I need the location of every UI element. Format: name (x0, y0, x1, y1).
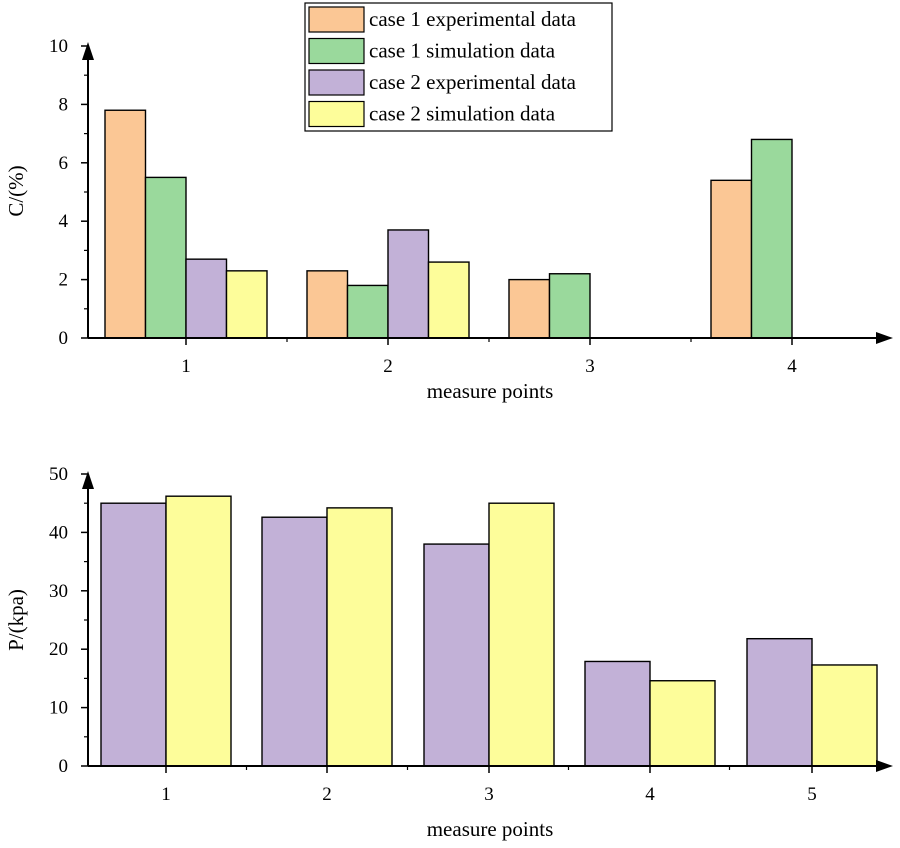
bottom-bar (423, 543, 490, 767)
bottom-y-tick-label: 30 (49, 581, 68, 602)
bottom-x-tick-label: 1 (161, 784, 171, 805)
top-bar (387, 229, 430, 339)
bottom-bars (100, 495, 878, 767)
top-y-tick-label: 8 (59, 94, 69, 115)
top-bar (427, 261, 470, 339)
top-bar (548, 273, 591, 339)
bottom-y-tick-label: 10 (49, 698, 68, 719)
bottom-bar (165, 495, 232, 767)
bottom-y-axis-arrow (82, 471, 94, 489)
bottom-bar (746, 637, 813, 767)
legend: case 1 experimental data case 1 simulatio… (304, 2, 613, 132)
top-x-tick-label: 2 (383, 356, 393, 377)
top-y-tick-label: 0 (59, 328, 69, 349)
bottom-y-tick-label: 40 (49, 522, 68, 543)
top-x-tick-label: 3 (585, 356, 595, 377)
bottom-bar (326, 507, 393, 767)
top-y-tick-label: 4 (59, 211, 69, 232)
bottom-x-tick-label: 2 (322, 784, 332, 805)
bottom-y-tick-label: 20 (49, 639, 68, 660)
bottom-y-tick-label: 0 (59, 756, 69, 777)
bottom-x-axis-label: measure points (427, 817, 554, 841)
legend-label: case 1 simulation data (369, 39, 556, 63)
bottom-chart: 0 10 20 30 40 50 1 2 3 4 5 P/(kpa) measure points (4, 464, 893, 841)
bottom-y-axis-label: P/(kpa) (4, 589, 28, 651)
top-bar (144, 176, 187, 339)
top-bar (508, 278, 551, 339)
top-x-tick-label: 1 (181, 356, 191, 377)
legend-label: case 2 experimental data (369, 70, 577, 94)
top-bar (710, 179, 753, 339)
bottom-ticks: 0 10 20 30 40 50 1 2 3 4 5 (49, 464, 817, 805)
top-bar (346, 284, 389, 339)
legend-swatch (308, 69, 365, 96)
top-x-tick-label: 4 (787, 356, 797, 377)
bottom-x-tick-label: 4 (645, 784, 655, 805)
bottom-y-tick-label: 50 (49, 464, 68, 485)
top-y-tick-label: 6 (59, 153, 69, 174)
bottom-x-axis-arrow (876, 760, 893, 772)
legend-label: case 2 simulation data (369, 102, 556, 126)
top-bars (104, 109, 793, 339)
bottom-bar (488, 502, 555, 767)
bottom-x-tick-label: 3 (484, 784, 494, 805)
top-bar (306, 270, 349, 339)
top-y-tick-label: 10 (49, 36, 68, 57)
top-bar (185, 258, 228, 339)
bottom-bar (261, 516, 328, 767)
bottom-x-tick-label: 5 (807, 784, 817, 805)
top-y-tick-label: 2 (59, 270, 69, 291)
top-y-axis-label: C/(%) (4, 165, 28, 216)
legend-swatch (308, 100, 365, 128)
top-bar (750, 138, 793, 339)
top-bar (225, 270, 268, 339)
bottom-bar (811, 664, 878, 767)
top-y-axis-arrow (82, 42, 94, 60)
legend-swatch (308, 6, 365, 33)
bottom-bar (649, 680, 716, 767)
legend-swatch (308, 37, 365, 65)
bottom-bar (100, 502, 167, 767)
top-x-axis-label: measure points (427, 379, 554, 403)
bottom-bar (584, 660, 651, 767)
legend-label: case 1 experimental data (369, 7, 577, 31)
top-bar (104, 109, 147, 339)
top-x-axis-arrow (876, 332, 893, 344)
